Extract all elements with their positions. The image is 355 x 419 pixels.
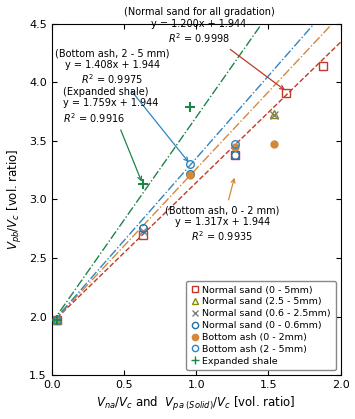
Text: (Bottom ash, 0 - 2 mm)
y = 1.317x + 1.944
$R^2$ = 0.9935: (Bottom ash, 0 - 2 mm) y = 1.317x + 1.94… <box>165 179 279 243</box>
Text: (Bottom ash, 2 - 5 mm)
y = 1.408x + 1.944
$R^2$ = 0.9975: (Bottom ash, 2 - 5 mm) y = 1.408x + 1.94… <box>55 48 188 161</box>
X-axis label: $V_{na}/V_c$ and  $V_{pa\ (Solid)}/V_c$ [vol. ratio]: $V_{na}/V_c$ and $V_{pa\ (Solid)}/V_c$ [… <box>97 396 296 414</box>
Y-axis label: $V_{pb}/V_c$ [vol. ratio]: $V_{pb}/V_c$ [vol. ratio] <box>6 149 23 250</box>
Text: (Normal sand for all gradation)
y = 1.200x + 1.944
$R^2$ = 0.9998: (Normal sand for all gradation) y = 1.20… <box>124 7 284 89</box>
Legend: Normal sand (0 - 5mm), Normal sand (2.5 - 5mm), Normal sand (0.6 - 2.5mm), Norma: Normal sand (0 - 5mm), Normal sand (2.5 … <box>186 281 336 370</box>
Text: (Expanded shale)
y = 1.759x + 1.944
$R^2$ = 0.9916: (Expanded shale) y = 1.759x + 1.944 $R^2… <box>63 87 159 181</box>
